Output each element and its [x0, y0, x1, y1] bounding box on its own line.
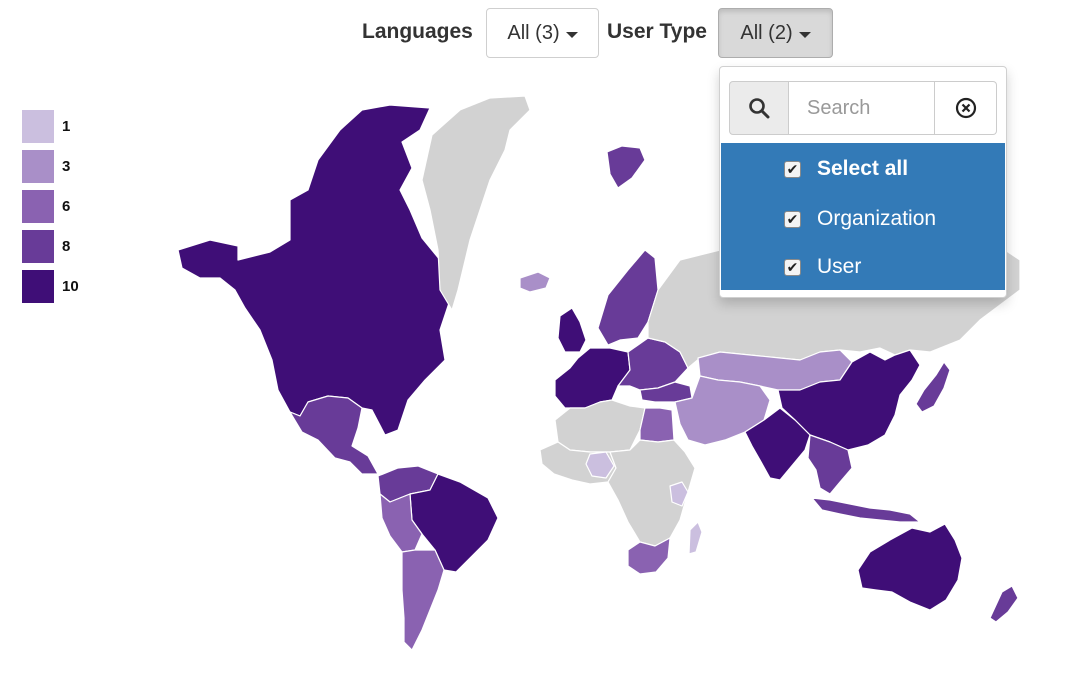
search-icon: [749, 98, 770, 119]
checkbox-checked-icon[interactable]: ✔: [784, 160, 801, 178]
clear-search-button[interactable]: [935, 81, 997, 135]
languages-dropdown-button[interactable]: All (3): [486, 8, 599, 58]
region-southeast-asia[interactable]: [807, 434, 853, 495]
legend-item: 3: [22, 150, 79, 183]
legend-swatch: [22, 230, 54, 263]
options-list: ✔ Select all ✔ Organization ✔ User: [721, 143, 1005, 290]
region-central-america[interactable]: [289, 395, 379, 475]
region-indonesia[interactable]: [811, 497, 921, 523]
legend-label: 1: [62, 118, 71, 135]
languages-dropdown-value: All (3): [507, 21, 560, 44]
region-nigeria[interactable]: [585, 451, 615, 479]
languages-label: Languages: [362, 20, 473, 43]
option-select-all[interactable]: ✔ Select all: [721, 146, 1005, 192]
legend-label: 6: [62, 198, 71, 215]
region-north-america[interactable]: [177, 104, 451, 436]
search-button[interactable]: [729, 81, 789, 135]
region-andes[interactable]: [379, 493, 423, 553]
search-input[interactable]: [789, 81, 935, 135]
region-iceland[interactable]: [519, 271, 551, 293]
legend-label: 3: [62, 158, 71, 175]
clear-circle-icon: [955, 97, 976, 119]
region-south-africa[interactable]: [627, 537, 671, 575]
region-australia[interactable]: [857, 523, 963, 611]
region-madagascar[interactable]: [688, 521, 703, 555]
legend-label: 10: [62, 278, 79, 295]
legend-item: 6: [22, 190, 79, 223]
option-organization[interactable]: ✔ Organization: [721, 196, 1005, 242]
region-middle-east[interactable]: [674, 375, 771, 446]
region-greenland: [421, 95, 531, 311]
user-type-label: User Type: [607, 20, 707, 43]
user-type-dropdown-button[interactable]: All (2): [718, 8, 833, 58]
region-central-africa: [607, 439, 696, 547]
option-label: Organization: [817, 207, 937, 230]
checkbox-checked-icon[interactable]: ✔: [784, 210, 801, 228]
caret-down-icon: [565, 31, 578, 38]
legend-item: 1: [22, 110, 79, 143]
legend-swatch: [22, 270, 54, 303]
user-type-dropdown-value: All (2): [740, 21, 793, 44]
region-east-africa[interactable]: [669, 481, 689, 507]
user-type-dropdown-menu: ✔ Select all ✔ Organization ✔ User: [719, 66, 1007, 298]
caret-down-icon: [798, 31, 811, 38]
map-legend: 1 3 6 8 10: [22, 110, 79, 310]
region-japan[interactable]: [915, 361, 951, 413]
region-egypt[interactable]: [639, 407, 675, 443]
region-united-kingdom[interactable]: [557, 307, 587, 353]
region-svalbard[interactable]: [606, 145, 646, 189]
region-argentina[interactable]: [401, 549, 445, 651]
option-user[interactable]: ✔ User: [721, 244, 1005, 290]
option-label: User: [817, 255, 862, 278]
legend-swatch: [22, 190, 54, 223]
checkbox-checked-icon[interactable]: ✔: [784, 258, 801, 276]
legend-swatch: [22, 150, 54, 183]
region-brazil[interactable]: [409, 473, 499, 573]
legend-item: 8: [22, 230, 79, 263]
region-india[interactable]: [744, 407, 811, 481]
region-western-europe[interactable]: [554, 347, 631, 409]
legend-swatch: [22, 110, 54, 143]
option-label: Select all: [817, 157, 909, 180]
search-group: [729, 81, 997, 135]
legend-item: 10: [22, 270, 79, 303]
filter-bar: Languages All (3) User Type All (2): [0, 0, 1086, 70]
legend-label: 8: [62, 238, 71, 255]
region-new-zealand[interactable]: [989, 585, 1019, 623]
